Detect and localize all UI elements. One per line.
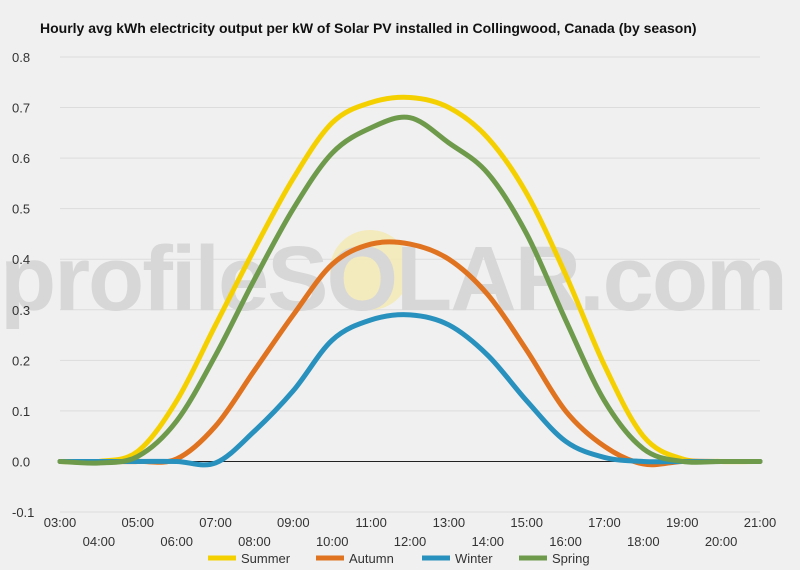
y-tick-label: 0.7 — [12, 101, 30, 116]
y-tick-label: 0.6 — [12, 151, 30, 166]
x-tick-label: 20:00 — [705, 534, 738, 549]
series-line-summer — [57, 94, 763, 465]
series-line-spring — [57, 114, 763, 466]
series-lines — [57, 94, 763, 468]
y-tick-label: 0.4 — [12, 252, 30, 267]
chart-title: Hourly avg kWh electricity output per kW… — [40, 20, 697, 36]
legend: Summer Autumn Winter Spring — [208, 551, 590, 566]
y-tick-label: 0.3 — [12, 303, 30, 318]
legend-label-spring: Spring — [552, 551, 590, 566]
x-tick-label: 10:00 — [316, 534, 349, 549]
legend-label-winter: Winter — [455, 551, 493, 566]
y-tick-label: -0.1 — [12, 505, 34, 520]
y-tick-label: 0.1 — [12, 404, 30, 419]
series-line-winter — [57, 312, 763, 468]
x-axis-ticks: 03:00 04:00 05:00 06:00 07:00 08:00 09:00 10:00… — [44, 515, 777, 549]
y-tick-label: 0.5 — [12, 202, 30, 217]
x-tick-label: 16:00 — [549, 534, 582, 549]
x-tick-label: 17:00 — [588, 515, 621, 530]
x-tick-label: 21:00 — [744, 515, 777, 530]
legend-label-autumn: Autumn — [349, 551, 394, 566]
x-tick-label: 09:00 — [277, 515, 310, 530]
x-tick-label: 05:00 — [122, 515, 155, 530]
y-tick-label: 0.8 — [12, 50, 30, 65]
x-tick-label: 11:00 — [355, 515, 387, 530]
x-tick-label: 08:00 — [238, 534, 271, 549]
y-tick-label: 0.0 — [12, 454, 30, 469]
x-tick-label: 13:00 — [433, 515, 466, 530]
y-tick-label: 0.2 — [12, 353, 30, 368]
x-tick-label: 12:00 — [394, 534, 427, 549]
y-axis-ticks: -0.1 0.0 0.1 0.2 0.3 0.4 0.5 0.6 0.7 0.8 — [12, 50, 34, 520]
x-tick-label: 06:00 — [160, 534, 193, 549]
x-tick-label: 14:00 — [472, 534, 505, 549]
x-tick-label: 18:00 — [627, 534, 660, 549]
x-tick-label: 15:00 — [510, 515, 543, 530]
x-tick-label: 19:00 — [666, 515, 699, 530]
x-tick-label: 03:00 — [44, 515, 77, 530]
x-tick-label: 04:00 — [83, 534, 116, 549]
x-tick-label: 07:00 — [199, 515, 232, 530]
series-line-autumn — [57, 239, 763, 468]
legend-label-summer: Summer — [241, 551, 291, 566]
